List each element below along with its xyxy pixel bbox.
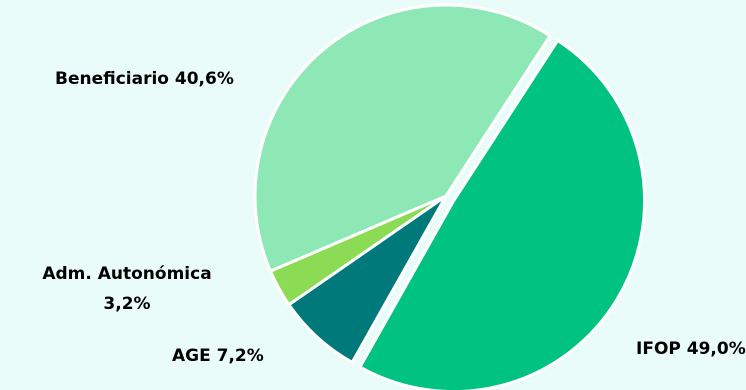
label-adm-autonomica-value: 3,2% — [103, 294, 150, 314]
slice-beneficiario — [253, 3, 552, 273]
label-adm-autonomica: Adm. Autonómica — [42, 264, 211, 284]
label-beneficiario: Beneficiario 40,6% — [55, 69, 234, 89]
label-age: AGE 7,2% — [172, 346, 264, 366]
label-ifop: IFOP 49,0% — [636, 339, 746, 359]
slice-ifop — [358, 38, 647, 390]
pie-slices — [253, 3, 647, 390]
